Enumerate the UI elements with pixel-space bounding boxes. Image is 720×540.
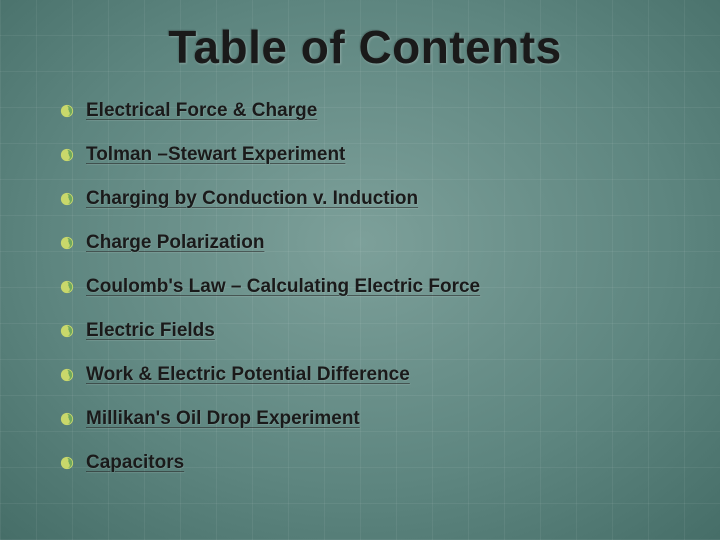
toc-item[interactable]: Work & Electric Potential Difference [60,364,670,386]
toc-item-label: Electric Fields [86,320,215,342]
toc-item[interactable]: Millikan's Oil Drop Experiment [60,408,670,430]
toc-item-label: Millikan's Oil Drop Experiment [86,408,360,430]
toc-item[interactable]: Capacitors [60,452,670,474]
toc-item[interactable]: Coulomb's Law – Calculating Electric For… [60,276,670,298]
page-title: Table of Contents [60,20,670,74]
toc-item[interactable]: Electrical Force & Charge [60,100,670,122]
swirl-bullet-icon [60,368,74,382]
swirl-bullet-icon [60,412,74,426]
toc-item[interactable]: Charging by Conduction v. Induction [60,188,670,210]
swirl-bullet-icon [60,192,74,206]
toc-item-label: Charge Polarization [86,232,264,254]
swirl-bullet-icon [60,104,74,118]
toc-item-label: Tolman –Stewart Experiment [86,144,345,166]
toc-item-label: Work & Electric Potential Difference [86,364,410,386]
swirl-bullet-icon [60,324,74,338]
swirl-bullet-icon [60,236,74,250]
toc-item[interactable]: Electric Fields [60,320,670,342]
toc-item[interactable]: Charge Polarization [60,232,670,254]
swirl-bullet-icon [60,280,74,294]
swirl-bullet-icon [60,456,74,470]
toc-item-label: Capacitors [86,452,184,474]
toc-item-label: Electrical Force & Charge [86,100,317,122]
slide: Table of Contents Electrical Force & Cha… [0,0,720,540]
toc-item-label: Coulomb's Law – Calculating Electric For… [86,276,480,298]
toc-item-label: Charging by Conduction v. Induction [86,188,418,210]
toc-list: Electrical Force & Charge Tolman –Stewart… [60,100,670,474]
toc-item[interactable]: Tolman –Stewart Experiment [60,144,670,166]
swirl-bullet-icon [60,148,74,162]
